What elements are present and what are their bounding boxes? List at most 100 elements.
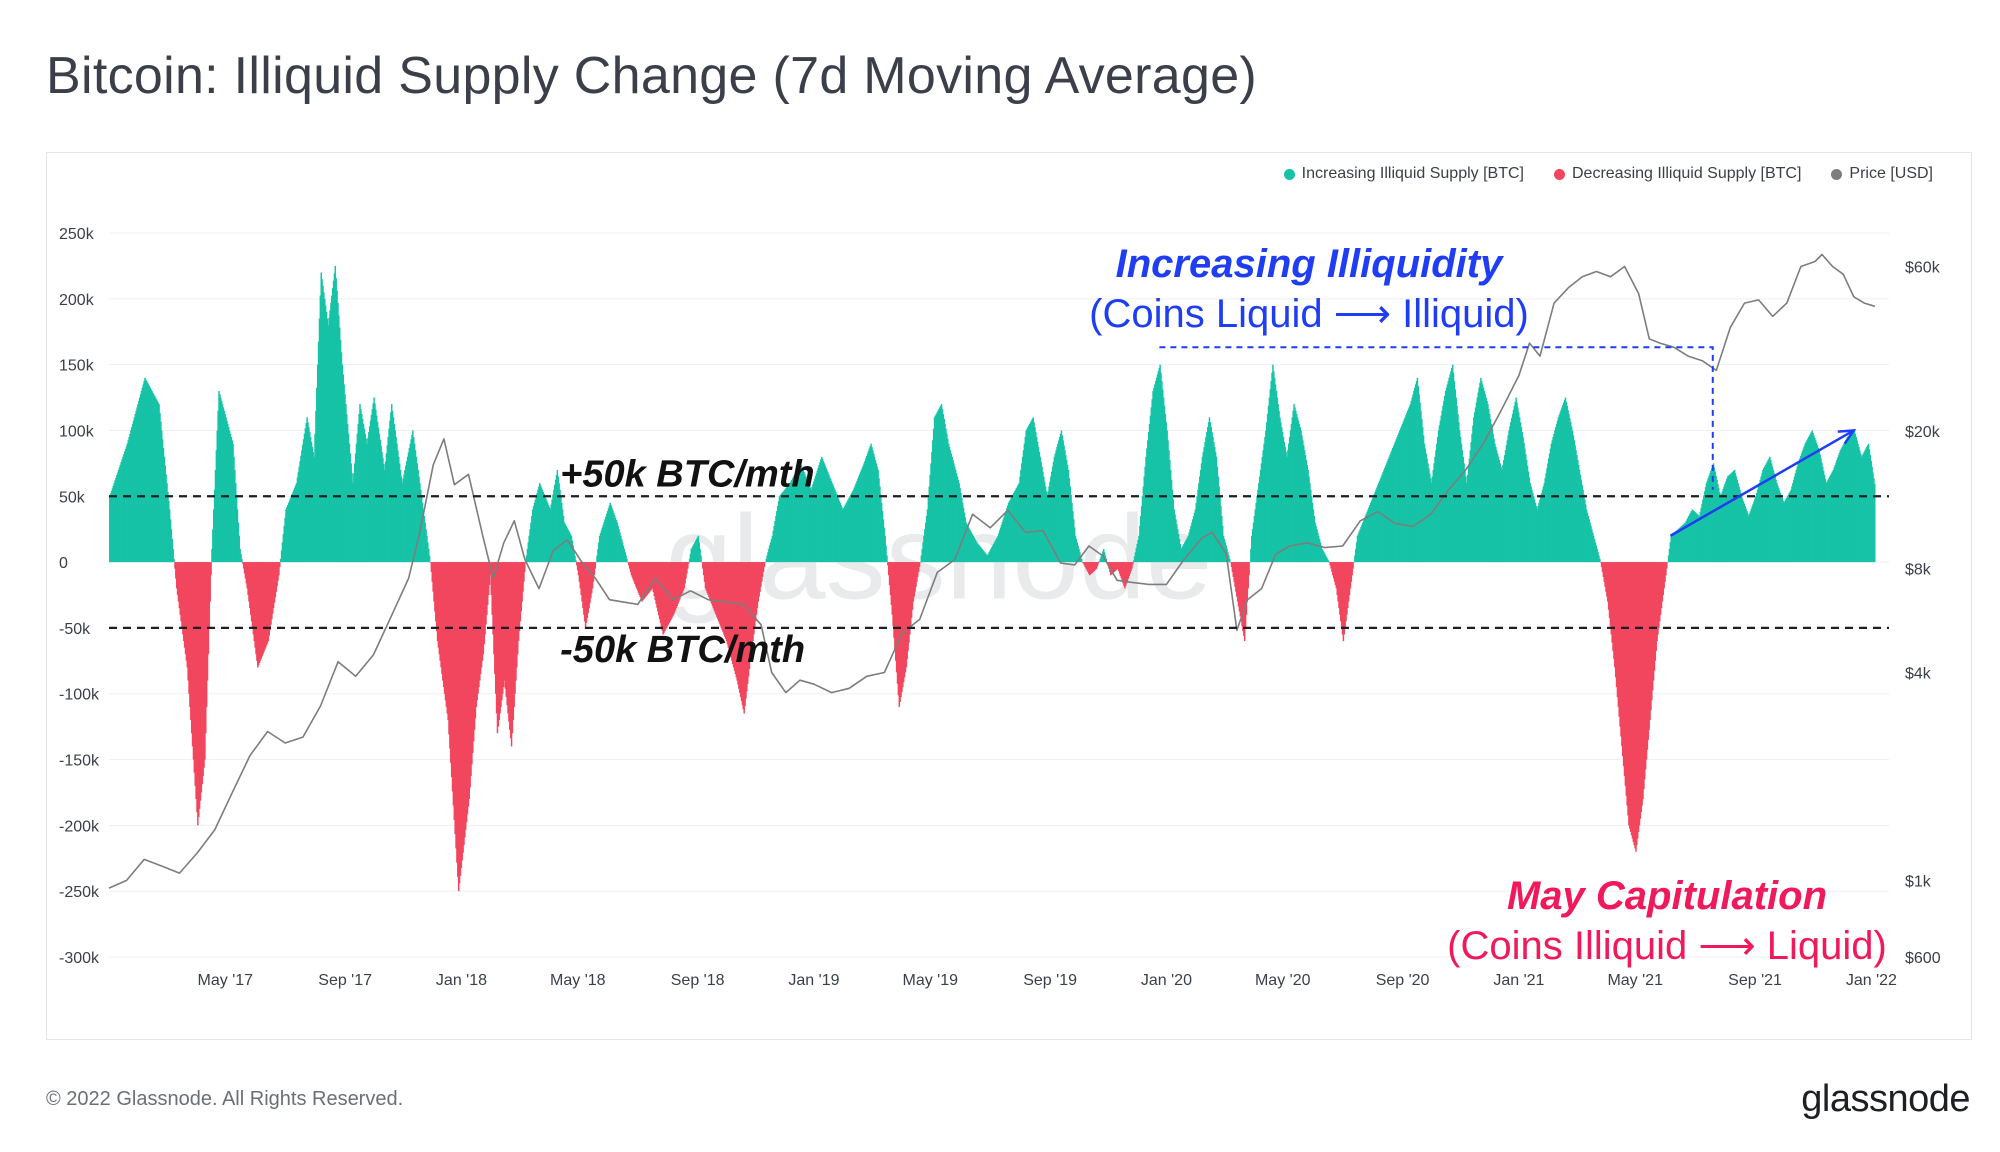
- increasing-bar: [769, 545, 771, 563]
- increasing-bar: [1490, 423, 1493, 563]
- decreasing-bar: [261, 562, 263, 657]
- decreasing-bar: [456, 562, 458, 863]
- decreasing-bar: [1648, 562, 1650, 730]
- increasing-bar: [136, 407, 138, 563]
- decreasing-bar: [503, 562, 506, 681]
- increasing-bar: [919, 562, 922, 563]
- increasing-bar: [1176, 524, 1178, 563]
- increasing-bar: [425, 529, 427, 563]
- increasing-bar: [1692, 510, 1694, 563]
- decreasing-bar: [200, 562, 203, 793]
- increasing-bar: [698, 542, 700, 563]
- decreasing-bar: [677, 562, 679, 604]
- increasing-bar: [803, 472, 805, 563]
- decreasing-bar: [739, 562, 742, 698]
- increasing-bar: [605, 513, 608, 563]
- increasing-bar: [1693, 511, 1695, 563]
- increasing-bar: [1794, 473, 1797, 563]
- increasing-bar: [768, 548, 770, 563]
- decreasing-bar: [1332, 562, 1335, 579]
- increasing-bar: [525, 555, 528, 563]
- increasing-bar: [773, 525, 775, 563]
- legend-item-price[interactable]: Price [USD]: [1831, 165, 1933, 183]
- increasing-bar: [1497, 456, 1500, 563]
- increasing-bar: [1471, 433, 1473, 563]
- increasing-bar: [1287, 450, 1289, 563]
- increasing-bar: [626, 558, 628, 563]
- increasing-bar: [1051, 466, 1054, 563]
- increasing-bar: [550, 504, 552, 563]
- decreasing-bar: [717, 562, 719, 620]
- decreasing-bar: [1336, 562, 1338, 595]
- increasing-bar: [1865, 448, 1867, 563]
- increasing-bar: [1318, 539, 1321, 563]
- decreasing-bar: [509, 562, 512, 739]
- increasing-bar: [239, 548, 241, 563]
- increasing-bar: [787, 485, 789, 563]
- increasing-bar: [990, 548, 992, 563]
- increasing-bar: [1467, 466, 1470, 563]
- increasing-bar: [378, 433, 381, 563]
- increasing-bar: [1755, 492, 1758, 563]
- decreasing-bar: [650, 562, 653, 590]
- increasing-bar: [1496, 453, 1499, 563]
- annotation-connector: [1159, 346, 1714, 490]
- decreasing-bar: [1644, 562, 1646, 780]
- legend-item-increasing[interactable]: Increasing Illiquid Supply [BTC]: [1283, 165, 1524, 183]
- increasing-bar: [1041, 466, 1043, 563]
- increasing-bar: [1739, 489, 1741, 563]
- increasing-bar: [1701, 503, 1703, 563]
- legend-item-decreasing[interactable]: Decreasing Illiquid Supply [BTC]: [1553, 165, 1801, 183]
- increasing-bar: [776, 506, 779, 563]
- decreasing-bar: [1330, 562, 1332, 569]
- x-tick-label: May '18: [550, 972, 606, 989]
- increasing-bar: [1183, 543, 1185, 563]
- increasing-bar: [347, 433, 350, 563]
- decreasing-bar: [687, 562, 689, 569]
- increasing-bar: [354, 453, 357, 563]
- increasing-bar: [613, 512, 615, 563]
- increasing-bar: [234, 469, 236, 563]
- increasing-bar: [1537, 506, 1539, 563]
- decreasing-bar: [201, 562, 204, 785]
- decreasing-bar: [511, 562, 514, 734]
- increasing-bar: [411, 434, 413, 563]
- increasing-bar: [1598, 555, 1600, 563]
- increasing-bar: [386, 445, 389, 563]
- increasing-bar: [1503, 460, 1505, 563]
- increasing-bar: [350, 463, 352, 563]
- increasing-bar: [1564, 397, 1567, 563]
- increasing-bar: [1737, 483, 1739, 563]
- increasing-bar: [233, 456, 235, 563]
- increasing-bar: [943, 418, 945, 563]
- decreasing-bar: [203, 562, 205, 768]
- increasing-bar: [166, 483, 168, 563]
- increasing-bar: [1373, 494, 1375, 563]
- decreasing-bar: [1111, 562, 1114, 574]
- increasing-bar: [281, 542, 284, 563]
- increasing-bar: [1161, 381, 1163, 563]
- increasing-bar: [415, 456, 418, 563]
- increasing-bar: [991, 547, 993, 563]
- decreasing-bar: [672, 562, 675, 615]
- increasing-bar: [1139, 516, 1142, 563]
- decreasing-bar: [1131, 562, 1133, 569]
- increasing-bar: [1541, 489, 1544, 563]
- increasing-bar: [1370, 500, 1373, 563]
- decreasing-bar: [1614, 562, 1617, 678]
- decreasing-bar: [1629, 562, 1631, 829]
- increasing-bar: [1013, 491, 1016, 563]
- increasing-bar: [1806, 440, 1808, 563]
- decreasing-bar: [724, 562, 727, 639]
- increasing-bar: [1354, 555, 1356, 563]
- decreasing-bar: [1350, 562, 1353, 582]
- footer-brand-logo[interactable]: glassnode: [1801, 1078, 1970, 1120]
- increasing-bar: [332, 280, 335, 563]
- increasing-bar: [1071, 502, 1073, 563]
- increasing-bar: [617, 525, 619, 563]
- increasing-bar: [1052, 461, 1055, 563]
- decreasing-bar: [177, 562, 180, 602]
- increasing-bar: [1782, 500, 1784, 563]
- decreasing-bar: [1229, 562, 1232, 563]
- increasing-bar: [1563, 400, 1566, 563]
